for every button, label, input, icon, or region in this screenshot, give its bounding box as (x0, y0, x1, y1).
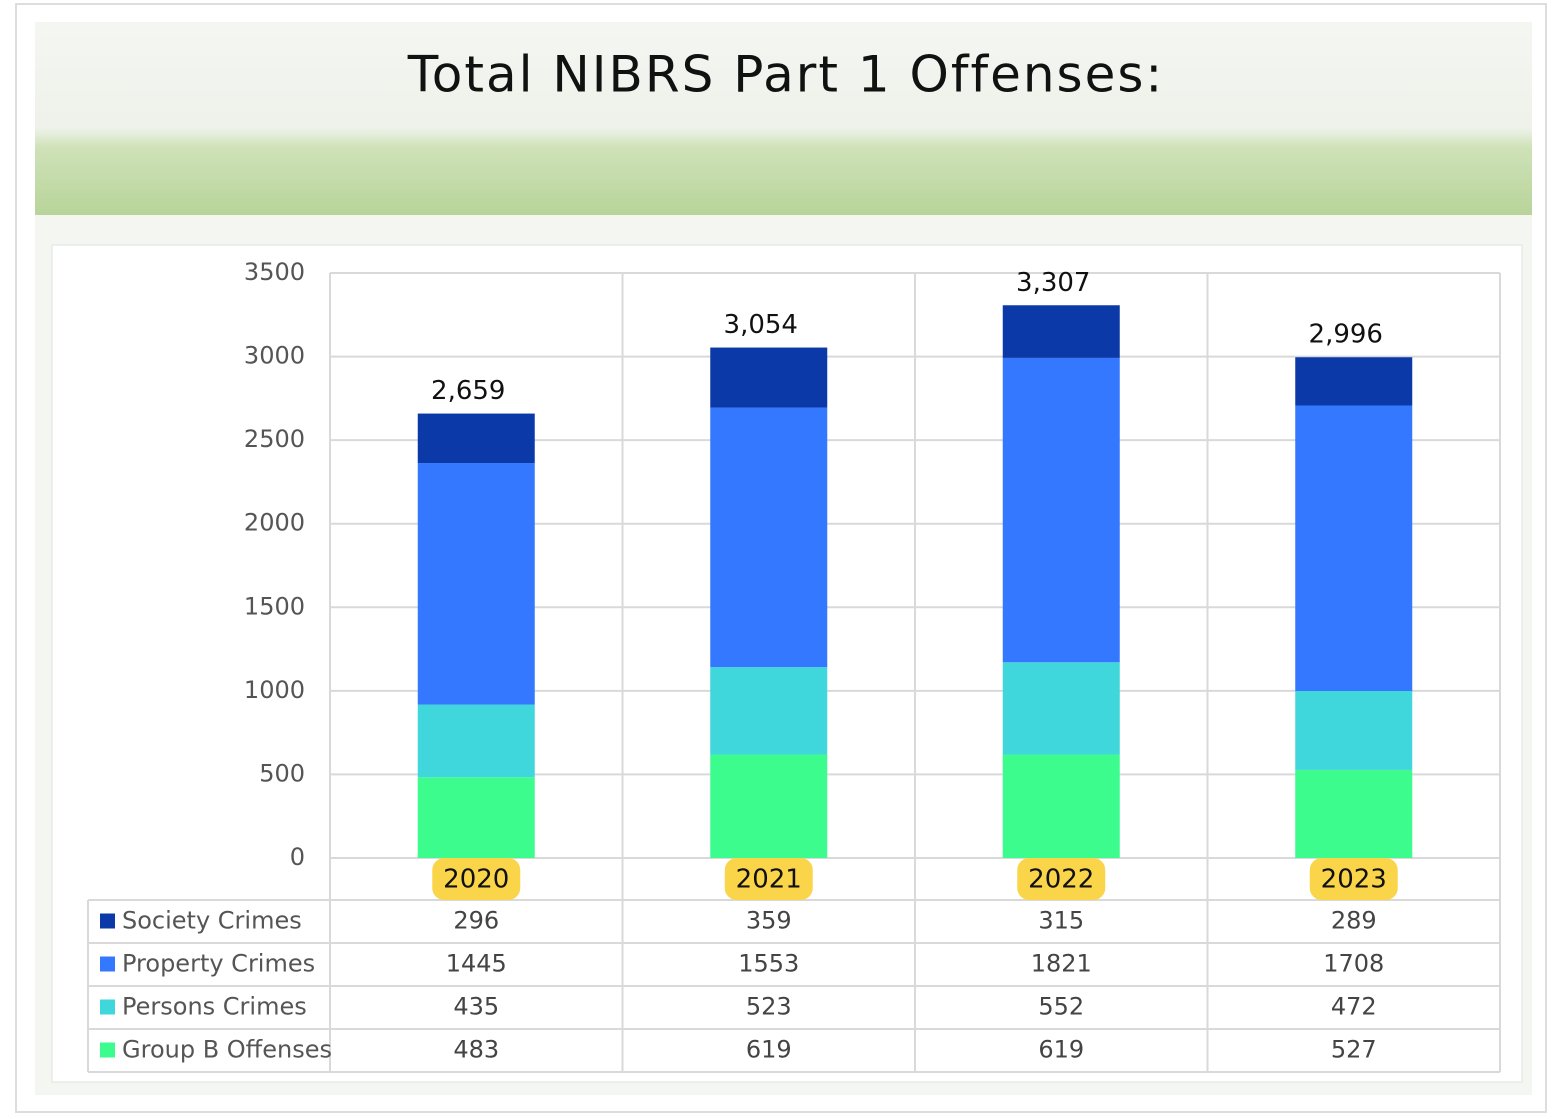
chart-title: Total NIBRS Part 1 Offenses: (407, 46, 1165, 104)
table-cell: 435 (453, 993, 499, 1021)
legend-label: Group B Offenses (122, 1036, 332, 1064)
table-cell: 527 (1331, 1036, 1377, 1064)
chart: Total NIBRS Part 1 Offenses: 0 500 1000 150… (0, 0, 1562, 1115)
bar-segment (1295, 770, 1412, 858)
total-label: 3,307 (1016, 268, 1090, 298)
bar-segment (418, 777, 535, 858)
y-tick-label: 2000 (244, 509, 305, 537)
legend-label: Property Crimes (122, 950, 315, 978)
table-cell: 289 (1331, 907, 1377, 935)
y-tick-label: 0 (290, 843, 305, 871)
table-cell: 619 (1038, 1036, 1084, 1064)
y-tick-label: 500 (259, 759, 305, 787)
x-tick-label: 2023 (1321, 865, 1387, 895)
x-tick-label: 2021 (736, 865, 802, 895)
table-cell: 1553 (738, 950, 799, 978)
table-cell: 483 (453, 1036, 499, 1064)
x-tick-label: 2020 (443, 865, 509, 895)
table-cell: 359 (746, 907, 792, 935)
legend-label: Society Crimes (122, 907, 302, 935)
y-tick-label: 2500 (244, 425, 305, 453)
y-tick-label: 3000 (244, 342, 305, 370)
table-cell: 1821 (1031, 950, 1092, 978)
bar-segment (710, 667, 827, 754)
table-cell: 472 (1331, 993, 1377, 1021)
table-cell: 523 (746, 993, 792, 1021)
total-label: 2,996 (1309, 320, 1383, 350)
bar-segment (1003, 662, 1120, 754)
table-cell: 552 (1038, 993, 1084, 1021)
table-cell: 619 (746, 1036, 792, 1064)
table-cell: 1708 (1323, 950, 1384, 978)
legend-swatch (100, 1000, 115, 1015)
bar-segment (710, 755, 827, 858)
bar-segment (710, 408, 827, 668)
legend-swatch (100, 914, 115, 929)
x-tick-label: 2022 (1028, 865, 1094, 895)
bar-segment (1295, 691, 1412, 770)
page: Total NIBRS Part 1 Offenses: 0 500 1000 150… (0, 0, 1562, 1115)
bar-segment (1003, 358, 1120, 662)
table-cell: 1445 (446, 950, 507, 978)
legend-swatch (100, 1043, 115, 1058)
table-cell: 296 (453, 907, 499, 935)
legend-label: Persons Crimes (122, 993, 307, 1021)
table-cell: 315 (1038, 907, 1084, 935)
y-tick-label: 1500 (244, 592, 305, 620)
bar-segment (1003, 305, 1120, 358)
bar-segment (1295, 357, 1412, 405)
y-tick-label: 3500 (244, 258, 305, 286)
legend-swatch (100, 957, 115, 972)
bar-segment (1003, 755, 1120, 858)
y-tick-label: 1000 (244, 676, 305, 704)
total-label: 2,659 (431, 376, 505, 406)
bar-segment (418, 463, 535, 705)
bar-segment (418, 705, 535, 778)
bar-segment (418, 414, 535, 463)
bar-segment (1295, 406, 1412, 691)
bar-segment (710, 348, 827, 408)
total-label: 3,054 (724, 310, 798, 340)
